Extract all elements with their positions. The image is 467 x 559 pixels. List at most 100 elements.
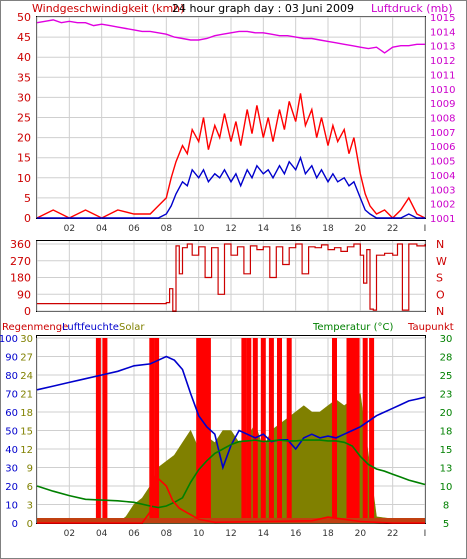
series-line-luftdruck — [36, 19, 425, 54]
direction-tick-label: 180 — [10, 272, 31, 285]
pressure-tick-label: 1004 — [430, 171, 455, 182]
pressure-tick-label: 1012 — [430, 56, 455, 67]
direction-tick-label: 90 — [17, 288, 31, 301]
x-tick-label: 08 — [161, 529, 173, 539]
solar-tick-label: 9 — [27, 464, 33, 475]
temperature-tick-label: 10 — [440, 482, 453, 493]
rain-bar — [260, 338, 266, 523]
x-tick-label: 02 — [64, 224, 75, 234]
series-line-windgeschwindigkeit — [37, 155, 425, 219]
humidity-label: Luftfeuchte — [62, 322, 119, 333]
rain-baseline — [37, 518, 425, 523]
rain-bar — [268, 338, 274, 523]
rain-bar — [286, 338, 292, 523]
pressure-tick-label: 1009 — [430, 99, 455, 110]
solar-tick-label: 24 — [20, 371, 33, 382]
x-tick-label: 10 — [193, 224, 205, 234]
x-tick-label: 14 — [258, 224, 270, 234]
rain-bar — [154, 338, 160, 523]
temperature-tick-label: 13 — [440, 464, 453, 475]
solar-tick-label: 27 — [20, 353, 33, 364]
wind-tick-label: 5 — [24, 192, 31, 205]
pressure-tick-label: 1010 — [430, 85, 455, 96]
x-tick-label: 16 — [290, 529, 302, 539]
temperature-label: Temperatur (°C) — [312, 322, 393, 333]
humidity-tick-label: 20 — [5, 482, 18, 493]
rain-bar — [241, 338, 247, 523]
x-tick-label: 16 — [290, 224, 302, 234]
rain-bar — [95, 338, 101, 523]
humidity-tick-label: 90 — [5, 353, 18, 364]
wind-tick-label: 45 — [17, 31, 31, 44]
temperature-tick-label: 30 — [440, 334, 453, 345]
rain-bar — [252, 338, 258, 523]
humidity-tick-label: 60 — [5, 408, 18, 419]
solar-label: Solar — [119, 322, 145, 333]
rain-bar — [201, 338, 206, 523]
pressure-tick-label: 1014 — [430, 27, 455, 38]
temperature-tick-label: 15 — [440, 445, 453, 456]
direction-compass-label: N — [436, 305, 444, 318]
x-tick-label: 22 — [387, 529, 398, 539]
pressure-tick-label: 1001 — [430, 214, 455, 225]
temperature-tick-label: 8 — [443, 501, 449, 512]
series-line-luftfeuchte — [36, 355, 426, 471]
temperature-tick-label: 25 — [440, 371, 453, 382]
wind-tick-label: 30 — [17, 91, 31, 104]
rain-bar — [196, 338, 202, 523]
temperature-tick-label: 20 — [440, 408, 453, 419]
solar-tick-label: 18 — [20, 408, 33, 419]
x-tick-label: 06 — [128, 224, 140, 234]
humidity-tick-label: 50 — [5, 427, 18, 438]
x-tick-label: 12 — [225, 529, 236, 539]
rain-bar — [369, 338, 375, 523]
x-tick-label: 18 — [322, 224, 334, 234]
pressure-axis-title: Luftdruck (mb) — [371, 2, 453, 15]
humidity-tick-label: 100 — [0, 334, 18, 345]
series-line-taupunkt — [37, 477, 425, 524]
x-tick-label: 12 — [225, 224, 236, 234]
rain-bar — [246, 338, 252, 523]
wind-tick-label: 15 — [17, 152, 31, 165]
x-tick-label: 08 — [161, 224, 173, 234]
humidity-tick-label: 40 — [5, 445, 18, 456]
x-tick-label: 14 — [258, 529, 270, 539]
pressure-tick-label: 1006 — [430, 142, 455, 153]
direction-tick-label: 360 — [10, 238, 31, 251]
humidity-tick-label: 0 — [12, 519, 18, 530]
x-tick-label: 04 — [96, 529, 108, 539]
humidity-tick-label: 70 — [5, 390, 18, 401]
pressure-tick-label: 1005 — [430, 157, 455, 168]
wind-tick-label: 10 — [17, 172, 31, 185]
rain-bar — [332, 338, 337, 523]
temperature-tick-label: 18 — [440, 427, 453, 438]
direction-compass-label: N — [436, 238, 444, 251]
rain-bar — [149, 338, 155, 523]
temperature-tick-label: 28 — [440, 353, 453, 364]
x-tick-label: 10 — [193, 529, 205, 539]
solar-tick-label: 12 — [20, 445, 33, 456]
x-tick-label: I — [424, 224, 427, 234]
humidity-tick-label: 80 — [5, 371, 18, 382]
rain-bar — [205, 338, 211, 523]
solar-tick-label: 15 — [20, 427, 33, 438]
wind-tick-label: 50 — [17, 11, 31, 24]
x-tick-label: 22 — [387, 224, 398, 234]
series-line-winddirection — [37, 243, 426, 312]
rain-bar — [277, 338, 282, 523]
rain-label: Regenmenge — [2, 322, 68, 333]
wind-axis-title: Windgeschwindigkeit (kmh) — [32, 2, 184, 15]
rain-bar — [102, 338, 108, 523]
direction-compass-label: W — [436, 255, 447, 268]
solar-tick-label: 21 — [20, 390, 33, 401]
solar-tick-label: 0 — [27, 519, 33, 530]
humidity-tick-label: 30 — [5, 464, 18, 475]
rain-bar — [346, 338, 352, 523]
x-tick-label: 20 — [355, 529, 367, 539]
series-line-windböen — [36, 93, 426, 219]
direction-compass-label: O — [436, 288, 445, 301]
solar-tick-label: 3 — [27, 501, 33, 512]
direction-compass-label: S — [436, 272, 443, 285]
rain-bar — [354, 338, 360, 523]
